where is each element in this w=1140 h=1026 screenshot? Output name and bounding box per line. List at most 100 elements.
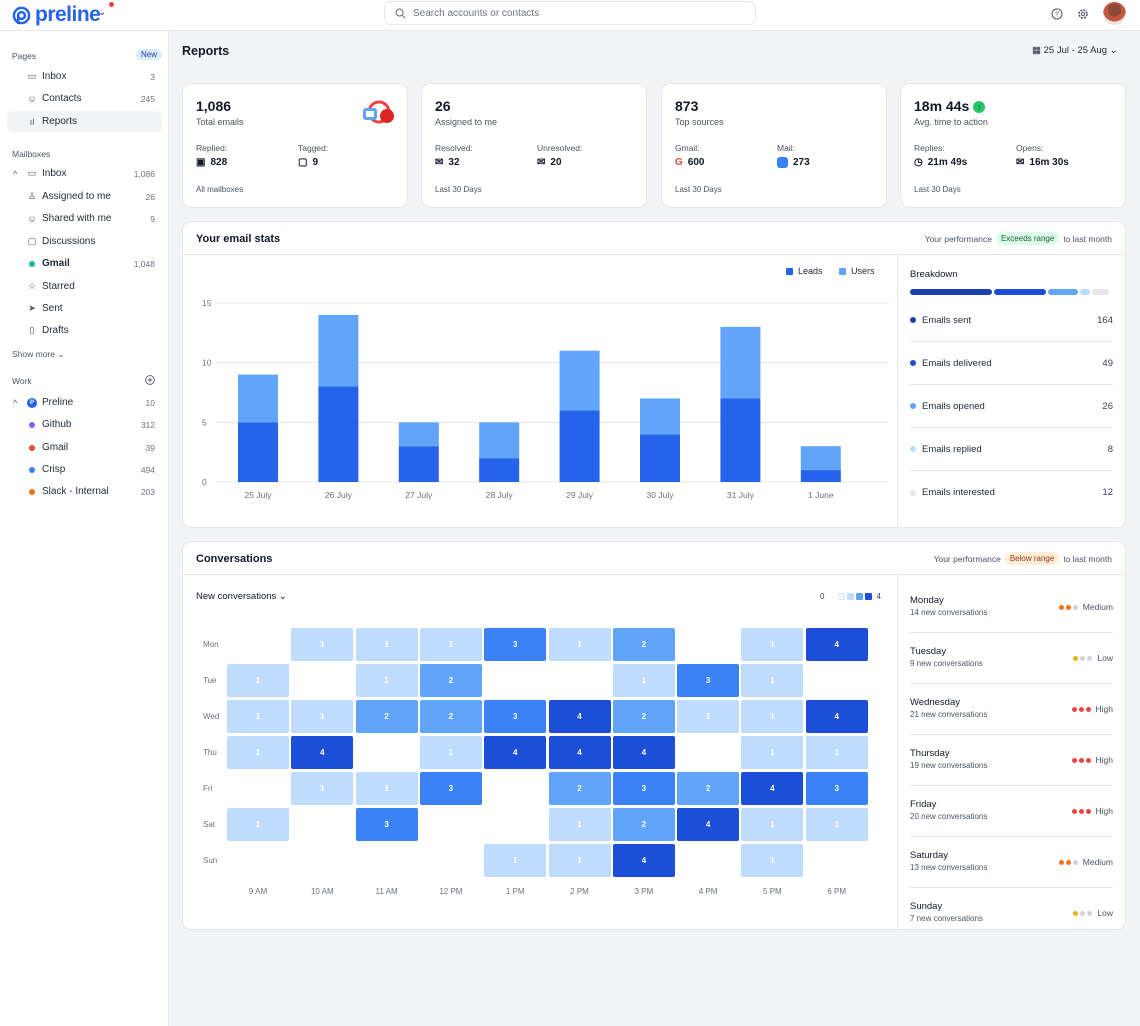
bar-leads[interactable]	[238, 422, 278, 482]
bar-users[interactable]	[559, 350, 600, 411]
conversation-type-dropdown[interactable]: New conversations ⌄	[196, 591, 287, 602]
heatmap-cell[interactable]: 3	[484, 628, 547, 661]
heatmap-cell[interactable]: 4	[484, 736, 547, 769]
heatmap-cell[interactable]: 1	[291, 700, 354, 733]
heatmap-cell[interactable]: 1	[741, 700, 804, 733]
sidebar-item-sent[interactable]: ➤ Sent	[7, 298, 162, 319]
bar-users[interactable]	[720, 326, 761, 399]
heatmap-cell[interactable]: 4	[548, 736, 611, 769]
heatmap-cell[interactable]: 2	[612, 700, 675, 733]
heatmap-cell[interactable]: 2	[419, 700, 482, 733]
heatmap-cell[interactable]: 1	[677, 700, 740, 733]
heatmap-cell[interactable]: 4	[612, 736, 675, 769]
bar-leads[interactable]	[479, 458, 520, 482]
heatmap-cell[interactable]: 4	[741, 772, 804, 805]
sidebar-item-reports[interactable]: ıl Reports	[7, 111, 162, 132]
gear-icon[interactable]	[1077, 8, 1089, 20]
heatmap-cell[interactable]: 3	[677, 664, 740, 697]
performance-suffix: to last month	[1063, 553, 1112, 564]
heatmap-cell[interactable]: 3	[805, 772, 868, 805]
sidebar-item-inbox[interactable]: ▭ Inbox 3	[7, 66, 162, 87]
heatmap-cell[interactable]: 4	[291, 736, 354, 769]
heatmap-cell[interactable]: 1	[227, 736, 289, 769]
heatmap-cell[interactable]: 2	[677, 772, 740, 805]
heatmap-cell[interactable]: 1	[355, 664, 418, 697]
heatmap-cell[interactable]: 1	[548, 808, 611, 841]
performance-indicator: Your performance Exceeds range to last m…	[925, 232, 1112, 245]
bar-users[interactable]	[479, 422, 520, 459]
sidebar-item-assigned[interactable]: ♙ Assigned to me 26	[7, 186, 162, 207]
sidebar-item-shared[interactable]: ☺ Shared with me 9	[7, 208, 162, 229]
heatmap-cell[interactable]: 3	[355, 808, 418, 841]
heatmap-cell[interactable]: 1	[419, 628, 482, 661]
heatmap-cell[interactable]: 1	[741, 808, 804, 841]
heatmap-cell[interactable]: 1	[741, 628, 804, 661]
heatmap-cell[interactable]: 2	[355, 700, 418, 733]
bar-users[interactable]	[398, 422, 439, 447]
heatmap-cell[interactable]: 4	[548, 700, 611, 733]
bar-users[interactable]	[800, 446, 841, 471]
bar-leads[interactable]	[559, 410, 600, 482]
level-dot	[1058, 859, 1064, 865]
brand-logo[interactable]: preline	[12, 3, 101, 27]
avatar[interactable]	[1103, 2, 1126, 25]
heatmap-cell[interactable]: 2	[612, 628, 675, 661]
heatmap-cell[interactable]: 1	[355, 628, 418, 661]
chevron-down-icon[interactable]: ⌄	[98, 7, 107, 18]
show-more-link[interactable]: Show more ⌄	[12, 349, 65, 360]
heatmap-cell[interactable]: 1	[291, 628, 354, 661]
sidebar-item-drafts[interactable]: ▯ Drafts	[7, 320, 162, 341]
heatmap-cell[interactable]: 3	[612, 772, 675, 805]
heatmap-cell[interactable]: 4	[805, 628, 868, 661]
heatmap-cell[interactable]: 2	[612, 808, 675, 841]
sidebar-item-work-crisp[interactable]: Crisp 494	[7, 459, 162, 480]
heatmap-cell[interactable]: 1	[612, 664, 675, 697]
sidebar-item-gmail[interactable]: Gmail 1,048	[7, 253, 162, 274]
heatmap-cell[interactable]: 1	[741, 736, 804, 769]
heatmap-cell[interactable]: 1	[484, 844, 547, 877]
stat-sub-label: Unresolved:	[537, 143, 583, 153]
heatmap-cell[interactable]: 1	[355, 772, 418, 805]
sidebar-item-work-preline[interactable]: ^ P Preline 10	[7, 392, 162, 413]
heatmap-cell[interactable]: 3	[419, 772, 482, 805]
sidebar-item-work-github[interactable]: Github 312	[7, 414, 162, 435]
heatmap-cell[interactable]: 4	[612, 844, 675, 877]
sidebar-item-mailbox-inbox[interactable]: ^ ▭ Inbox 1,086	[7, 163, 162, 184]
heatmap-cell[interactable]: 2	[419, 664, 482, 697]
heatmap-cell[interactable]: 1	[227, 700, 289, 733]
bar-leads[interactable]	[398, 446, 439, 482]
heatmap-cell[interactable]: 1	[419, 736, 482, 769]
heatmap-cell[interactable]: 1	[805, 808, 868, 841]
heatmap-cell[interactable]: 1	[805, 736, 868, 769]
heatmap-cell[interactable]: 1	[291, 772, 354, 805]
chevron-up-icon[interactable]: ^	[13, 168, 18, 179]
heatmap-cell[interactable]: 2	[548, 772, 611, 805]
heatmap-cell[interactable]: 3	[484, 700, 547, 733]
heatmap-cell[interactable]: 4	[677, 808, 740, 841]
scale-max: 4	[876, 592, 881, 601]
sidebar-item-discussions[interactable]: ▢ Discussions	[7, 231, 162, 252]
bar-users[interactable]	[640, 398, 680, 435]
bar-leads[interactable]	[318, 386, 359, 482]
heatmap-cell[interactable]: 1	[227, 808, 289, 841]
heatmap-cell[interactable]: 1	[741, 664, 804, 697]
heatmap-cell[interactable]: 1	[741, 844, 804, 877]
bar-leads[interactable]	[720, 398, 761, 482]
search-input[interactable]: Search accounts or contacts	[384, 1, 756, 25]
bar-users[interactable]	[318, 314, 359, 387]
date-range-picker[interactable]: ▦ 25 Jul - 25 Aug ⌄	[1032, 45, 1118, 56]
sidebar-item-contacts[interactable]: ☺ Contacts 245	[7, 88, 162, 109]
heatmap-cell[interactable]: 4	[805, 700, 868, 733]
bar-users[interactable]	[238, 374, 278, 423]
sidebar-item-work-gmail[interactable]: Gmail 39	[7, 437, 162, 458]
bar-leads[interactable]	[640, 434, 680, 482]
bar-leads[interactable]	[800, 470, 841, 482]
heatmap-cell[interactable]: 1	[227, 664, 289, 697]
help-icon[interactable]: ?	[1051, 8, 1063, 20]
sidebar-item-work-slack[interactable]: Slack - Internal 203	[7, 481, 162, 502]
chevron-up-icon[interactable]: ^	[13, 397, 18, 408]
heatmap-cell[interactable]: 1	[548, 628, 611, 661]
sidebar-item-starred[interactable]: ☆ Starred	[7, 276, 162, 297]
heatmap-cell[interactable]: 1	[548, 844, 611, 877]
add-circle-icon[interactable]	[145, 375, 155, 385]
